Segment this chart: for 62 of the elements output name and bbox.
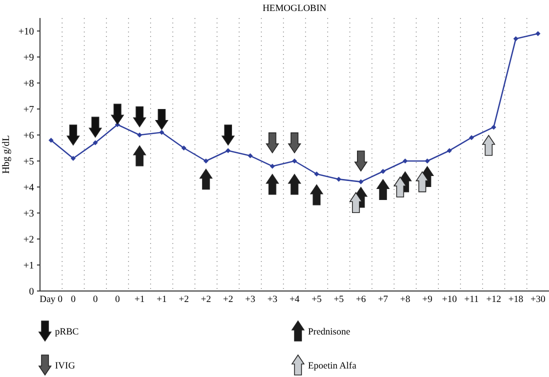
point — [513, 36, 518, 42]
point — [137, 132, 142, 138]
x-tick-label: +18 — [508, 295, 524, 305]
point — [446, 148, 452, 154]
y-tick-label: +5 — [23, 156, 34, 168]
x-tick-label: +2 — [178, 295, 190, 305]
point — [248, 153, 253, 158]
x-tick-label: +4 — [289, 295, 300, 305]
x-tick-label: +5 — [312, 295, 322, 305]
point — [181, 146, 186, 150]
y-tick-label: 0 — [29, 286, 34, 298]
chart-title: HEMOGLOBIN — [262, 4, 327, 14]
x-tick-label: +3 — [267, 295, 278, 305]
point — [402, 158, 408, 164]
point — [226, 148, 231, 154]
point — [424, 158, 430, 164]
y-tick-label: +8 — [23, 78, 34, 90]
x-tick-label: +7 — [378, 295, 388, 305]
x-tick-label: +2 — [223, 295, 234, 305]
x-tick-label: Day 0 — [40, 295, 63, 305]
x-tick-label: +5 — [334, 295, 344, 305]
x-tick-label: +9 — [422, 295, 433, 305]
point — [70, 156, 76, 161]
y-tick-label: +4 — [23, 182, 34, 194]
y-axis-title: Hbg g/dL — [1, 135, 12, 174]
x-tick-label: +3 — [245, 295, 256, 305]
point — [203, 158, 208, 164]
x-tick-label: 0 — [70, 295, 76, 305]
y-tick-label: +2 — [23, 234, 34, 246]
legend-label: Epoetin Alfa — [308, 361, 358, 372]
x-tick-label: +1 — [134, 295, 145, 305]
y-tick-label: +6 — [23, 130, 34, 142]
legend-label: Prednisone — [308, 327, 350, 338]
legend-label: pRBC — [55, 327, 79, 338]
y-tick-label: +9 — [23, 52, 34, 64]
x-tick-label: +12 — [486, 295, 502, 305]
x-tick-label: +2 — [200, 295, 212, 305]
point — [314, 172, 320, 176]
x-tick-label: 0 — [115, 295, 120, 305]
x-tick-label: +8 — [400, 295, 410, 305]
x-tick-label: +1 — [156, 295, 168, 305]
y-tick-label: +3 — [23, 208, 34, 220]
y-tick-label: +1 — [23, 260, 34, 272]
point — [491, 124, 496, 130]
x-tick-label: +6 — [356, 295, 366, 305]
point — [292, 158, 297, 164]
x-tick-label: +10 — [442, 295, 458, 305]
legend-label: IVIG — [55, 361, 76, 372]
x-tick-label: 0 — [92, 295, 98, 305]
x-tick-label: +11 — [464, 295, 480, 305]
x-tick-label: +30 — [530, 295, 546, 305]
point — [380, 168, 386, 174]
point — [535, 31, 540, 36]
point — [92, 140, 98, 146]
point — [358, 179, 364, 184]
point — [159, 130, 164, 135]
point — [270, 164, 275, 169]
point — [48, 138, 54, 143]
point — [336, 176, 342, 182]
point — [469, 135, 474, 140]
y-tick-label: +10 — [18, 26, 34, 38]
y-tick-label: +7 — [23, 104, 34, 116]
